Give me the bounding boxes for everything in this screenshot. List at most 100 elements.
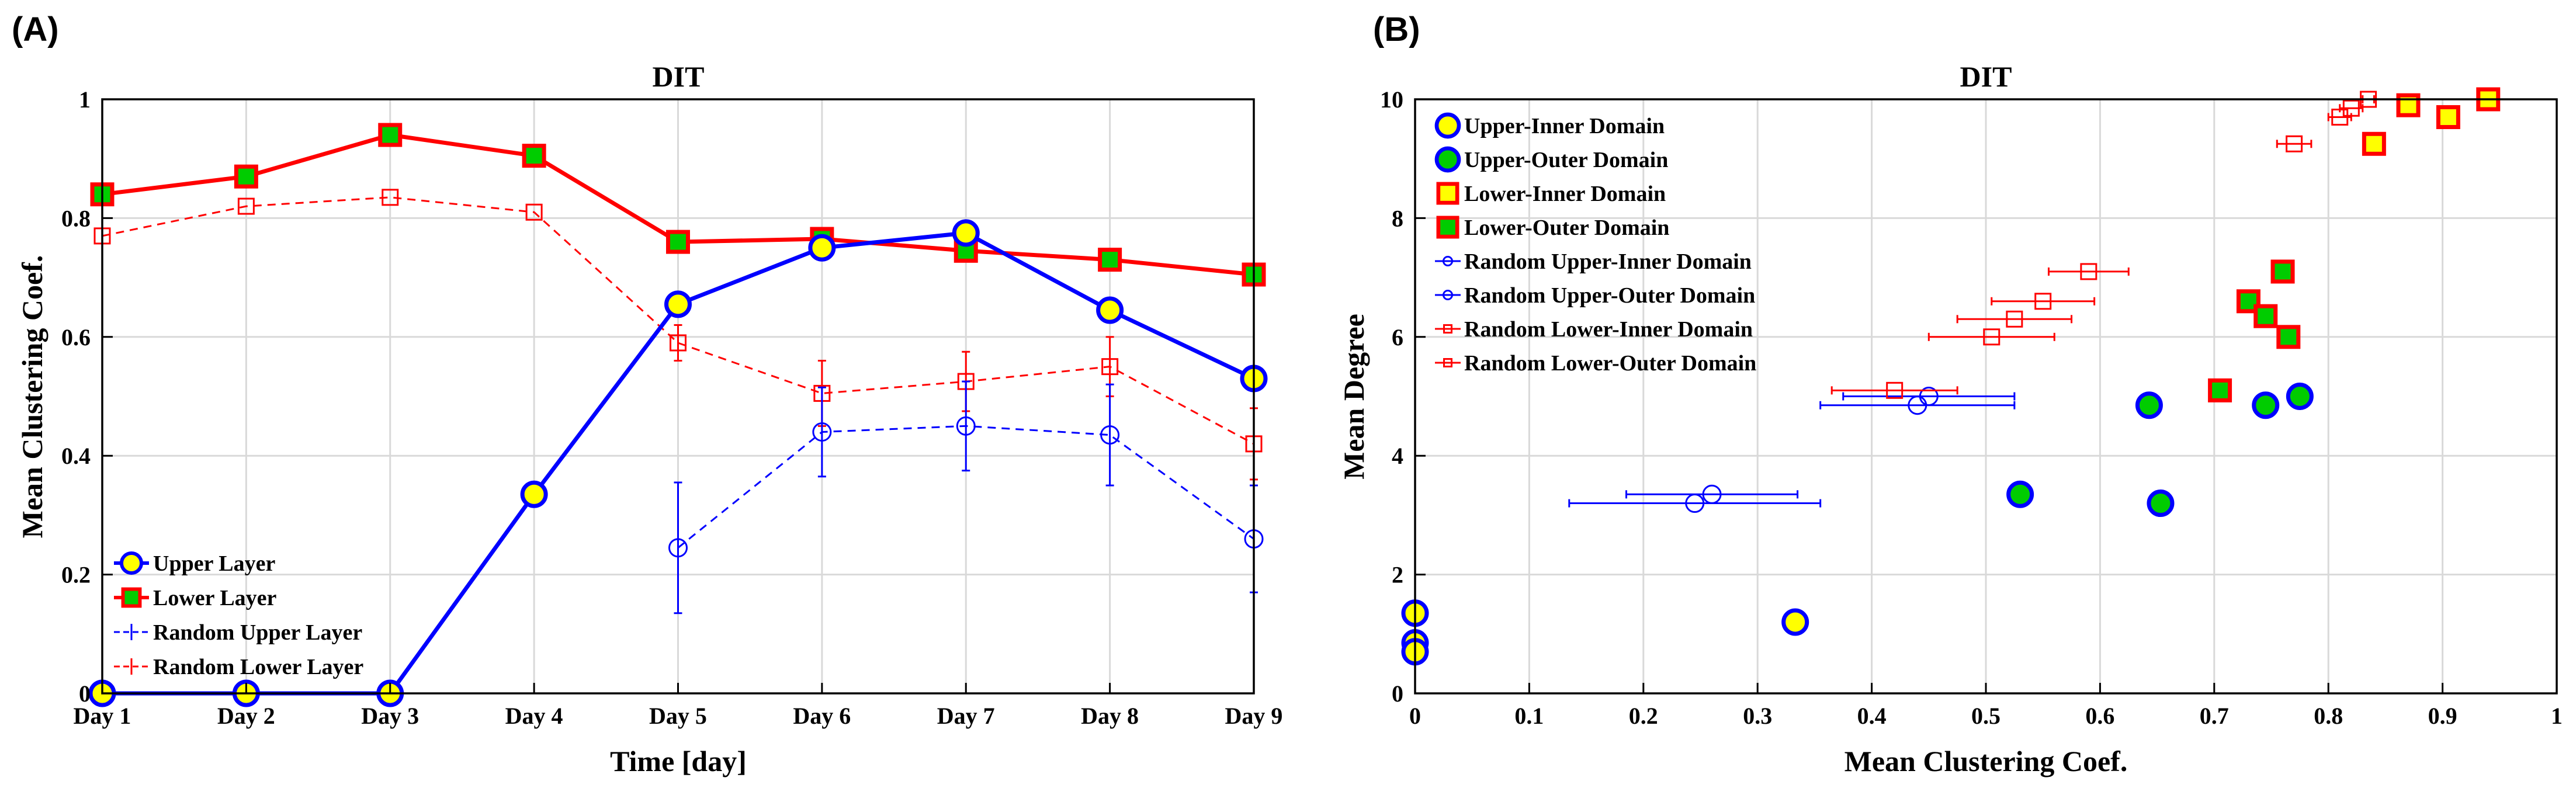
panel-b-letter: (B) [1373, 11, 1420, 48]
panel-b-legend-label: Random Lower-Inner Domain [1464, 317, 1753, 342]
panel-a-point [520, 480, 548, 508]
panel-a-xtick-label: Day 5 [649, 703, 707, 729]
panel-b-legend-marker [1434, 146, 1461, 173]
panel-b-xtick-label: 0.3 [1743, 703, 1772, 729]
panel-a-point [237, 197, 255, 215]
panel-b-legend-marker [1436, 216, 1459, 239]
panel-a-ytick-label: 0.8 [61, 205, 91, 231]
panel-b-legend-label: Upper-Inner Domain [1464, 114, 1665, 138]
panel-b-point [2080, 263, 2097, 280]
panel-b-ytick-label: 6 [1392, 324, 1403, 350]
panel-b-point [2342, 99, 2360, 117]
panel-a-legend: Upper Layer Lower Layer Random Upper Layer… [114, 551, 363, 679]
panel-a-point [1100, 425, 1120, 445]
panel-a-xtick-label: Day 9 [1225, 703, 1283, 729]
panel-b-point [2034, 293, 2052, 310]
panel-a-point [525, 203, 543, 221]
panel-a-xtick-label: Day 4 [505, 703, 563, 729]
panel-a-point [956, 416, 976, 436]
panel-b-point [2270, 259, 2295, 284]
panel-a-xtick-label: Day 2 [217, 703, 275, 729]
panel-b-ytick-label: 8 [1392, 205, 1403, 231]
panel-a-point [378, 123, 403, 147]
panel-a-legend-label: Lower Layer [153, 586, 277, 610]
panel-b-legend-label: Random Upper-Outer Domain [1464, 283, 1755, 308]
panel-b-xtick-label: 0.1 [1514, 703, 1544, 729]
panel-b-ylabel: Mean Degree [1337, 314, 1370, 480]
panel-a-ytick-label: 0.2 [61, 562, 91, 588]
panel-a-point [1101, 358, 1119, 376]
panel-b-point [1919, 387, 1939, 406]
panel-a-xtick-label: Day 3 [361, 703, 419, 729]
panel-a-point [808, 234, 836, 262]
panel-b-xtick-label: 0.5 [1971, 703, 2001, 729]
panel-b-legend-label: Random Lower-Outer Domain [1464, 351, 1756, 376]
panel-b-point [1702, 484, 1722, 504]
panel-a-point [1098, 248, 1122, 272]
panel-b-xtick-label: 0.4 [1857, 703, 1887, 729]
panel-b-xtick-label: 0.8 [2314, 703, 2343, 729]
panel-b-legend-marker [1436, 182, 1459, 205]
panel-a-point [664, 290, 692, 318]
panel-a-xtick-label: Day 7 [937, 703, 995, 729]
panel-b-legend-marker [1443, 358, 1452, 367]
panel-b-xtick-label: 0.2 [1629, 703, 1658, 729]
panel-b-xtick-label: 0.7 [2200, 703, 2229, 729]
panel-b-legend-marker [1443, 290, 1453, 300]
panel-b: (B) DIT 0 0.1 0.2 0.3 0.4 0.5 0.6 0.7 0.8 0.9 1024… [1337, 11, 2563, 777]
panel-a-xlabel: Time [day] [610, 745, 747, 777]
panel-a-ylabel: Mean Clustering Coef. [16, 255, 48, 539]
panel-b-title: DIT [1960, 60, 2012, 93]
panel-a-point [666, 230, 690, 254]
panel-b-legend-marker [1443, 256, 1453, 266]
panel-b-legend-label: Lower-Outer Domain [1464, 216, 1669, 240]
panel-b-xtick-label: 0.6 [2085, 703, 2114, 729]
panel-a-letter: (A) [12, 11, 59, 48]
panel-a-ytick-label: 0.4 [61, 443, 91, 469]
panel-a-point [812, 422, 832, 442]
panel-b-point [2252, 391, 2280, 419]
panel-b-point [2436, 105, 2460, 130]
panel-b-point [1781, 608, 1809, 636]
panel-b-legend-marker [1434, 112, 1461, 139]
panel-b-point [2276, 325, 2301, 349]
panel-b-point [2286, 135, 2303, 152]
panel-b-xlabel: Mean Clustering Coef. [1845, 745, 2128, 777]
panel-b-ytick-label: 2 [1392, 562, 1403, 588]
panel-b-point [2286, 383, 2314, 410]
panel-b-xtick-label: 0 [1409, 703, 1421, 729]
panel-a-ticks: Day 1 Day 2 Day 3 Day 4 Day 5 Day 6 Day 7 Day 8… [61, 86, 1282, 729]
panel-a-point [668, 538, 688, 558]
panel-a-point [522, 144, 546, 168]
panel-b-point [1886, 381, 1904, 399]
panel-b-legend: Upper-Inner Domain Upper-Outer Domain Lowe… [1434, 112, 1756, 376]
panel-b-legend-label: Random Upper-Inner Domain [1464, 249, 1752, 274]
panel-a-ytick-label: 0 [79, 681, 91, 707]
panel-a-legend-marker [121, 587, 142, 608]
panel-b-point [2006, 310, 2023, 328]
panel-b-plot [1401, 87, 2501, 666]
panel-b-xtick-label: 1 [2551, 703, 2563, 729]
panel-a-legend-marker [120, 551, 143, 575]
panel-b-legend-marker [1443, 324, 1452, 334]
panel-b-ytick-label: 0 [1392, 681, 1403, 707]
panel-a-point [952, 219, 980, 247]
panel-b-point [2362, 131, 2386, 156]
panel-a-legend-label: Upper Layer [153, 551, 275, 576]
panel-a-point [382, 189, 399, 206]
panel-b-xtick-label: 0.9 [2428, 703, 2457, 729]
panel-a-legend-label: Random Lower Layer [153, 655, 363, 679]
panel-a-xtick-label: Day 8 [1081, 703, 1139, 729]
panel-a-point [670, 334, 687, 352]
panel-a-point [234, 164, 258, 189]
panel-b-legend-label: Lower-Inner Domain [1464, 182, 1666, 206]
panel-b-ytick-label: 10 [1380, 86, 1403, 113]
panel-a: (A) DIT Day 1 Day 2 Day 3 Day 4 Day 5 Day 6 Da… [12, 11, 1282, 777]
panel-a-ytick-label: 0.6 [61, 324, 91, 350]
panel-a-ytick-label: 1 [79, 86, 91, 113]
panel-a-legend-label: Random Upper Layer [153, 620, 362, 645]
panel-a-xtick-label: Day 6 [793, 703, 851, 729]
panel-b-point [2147, 490, 2175, 518]
